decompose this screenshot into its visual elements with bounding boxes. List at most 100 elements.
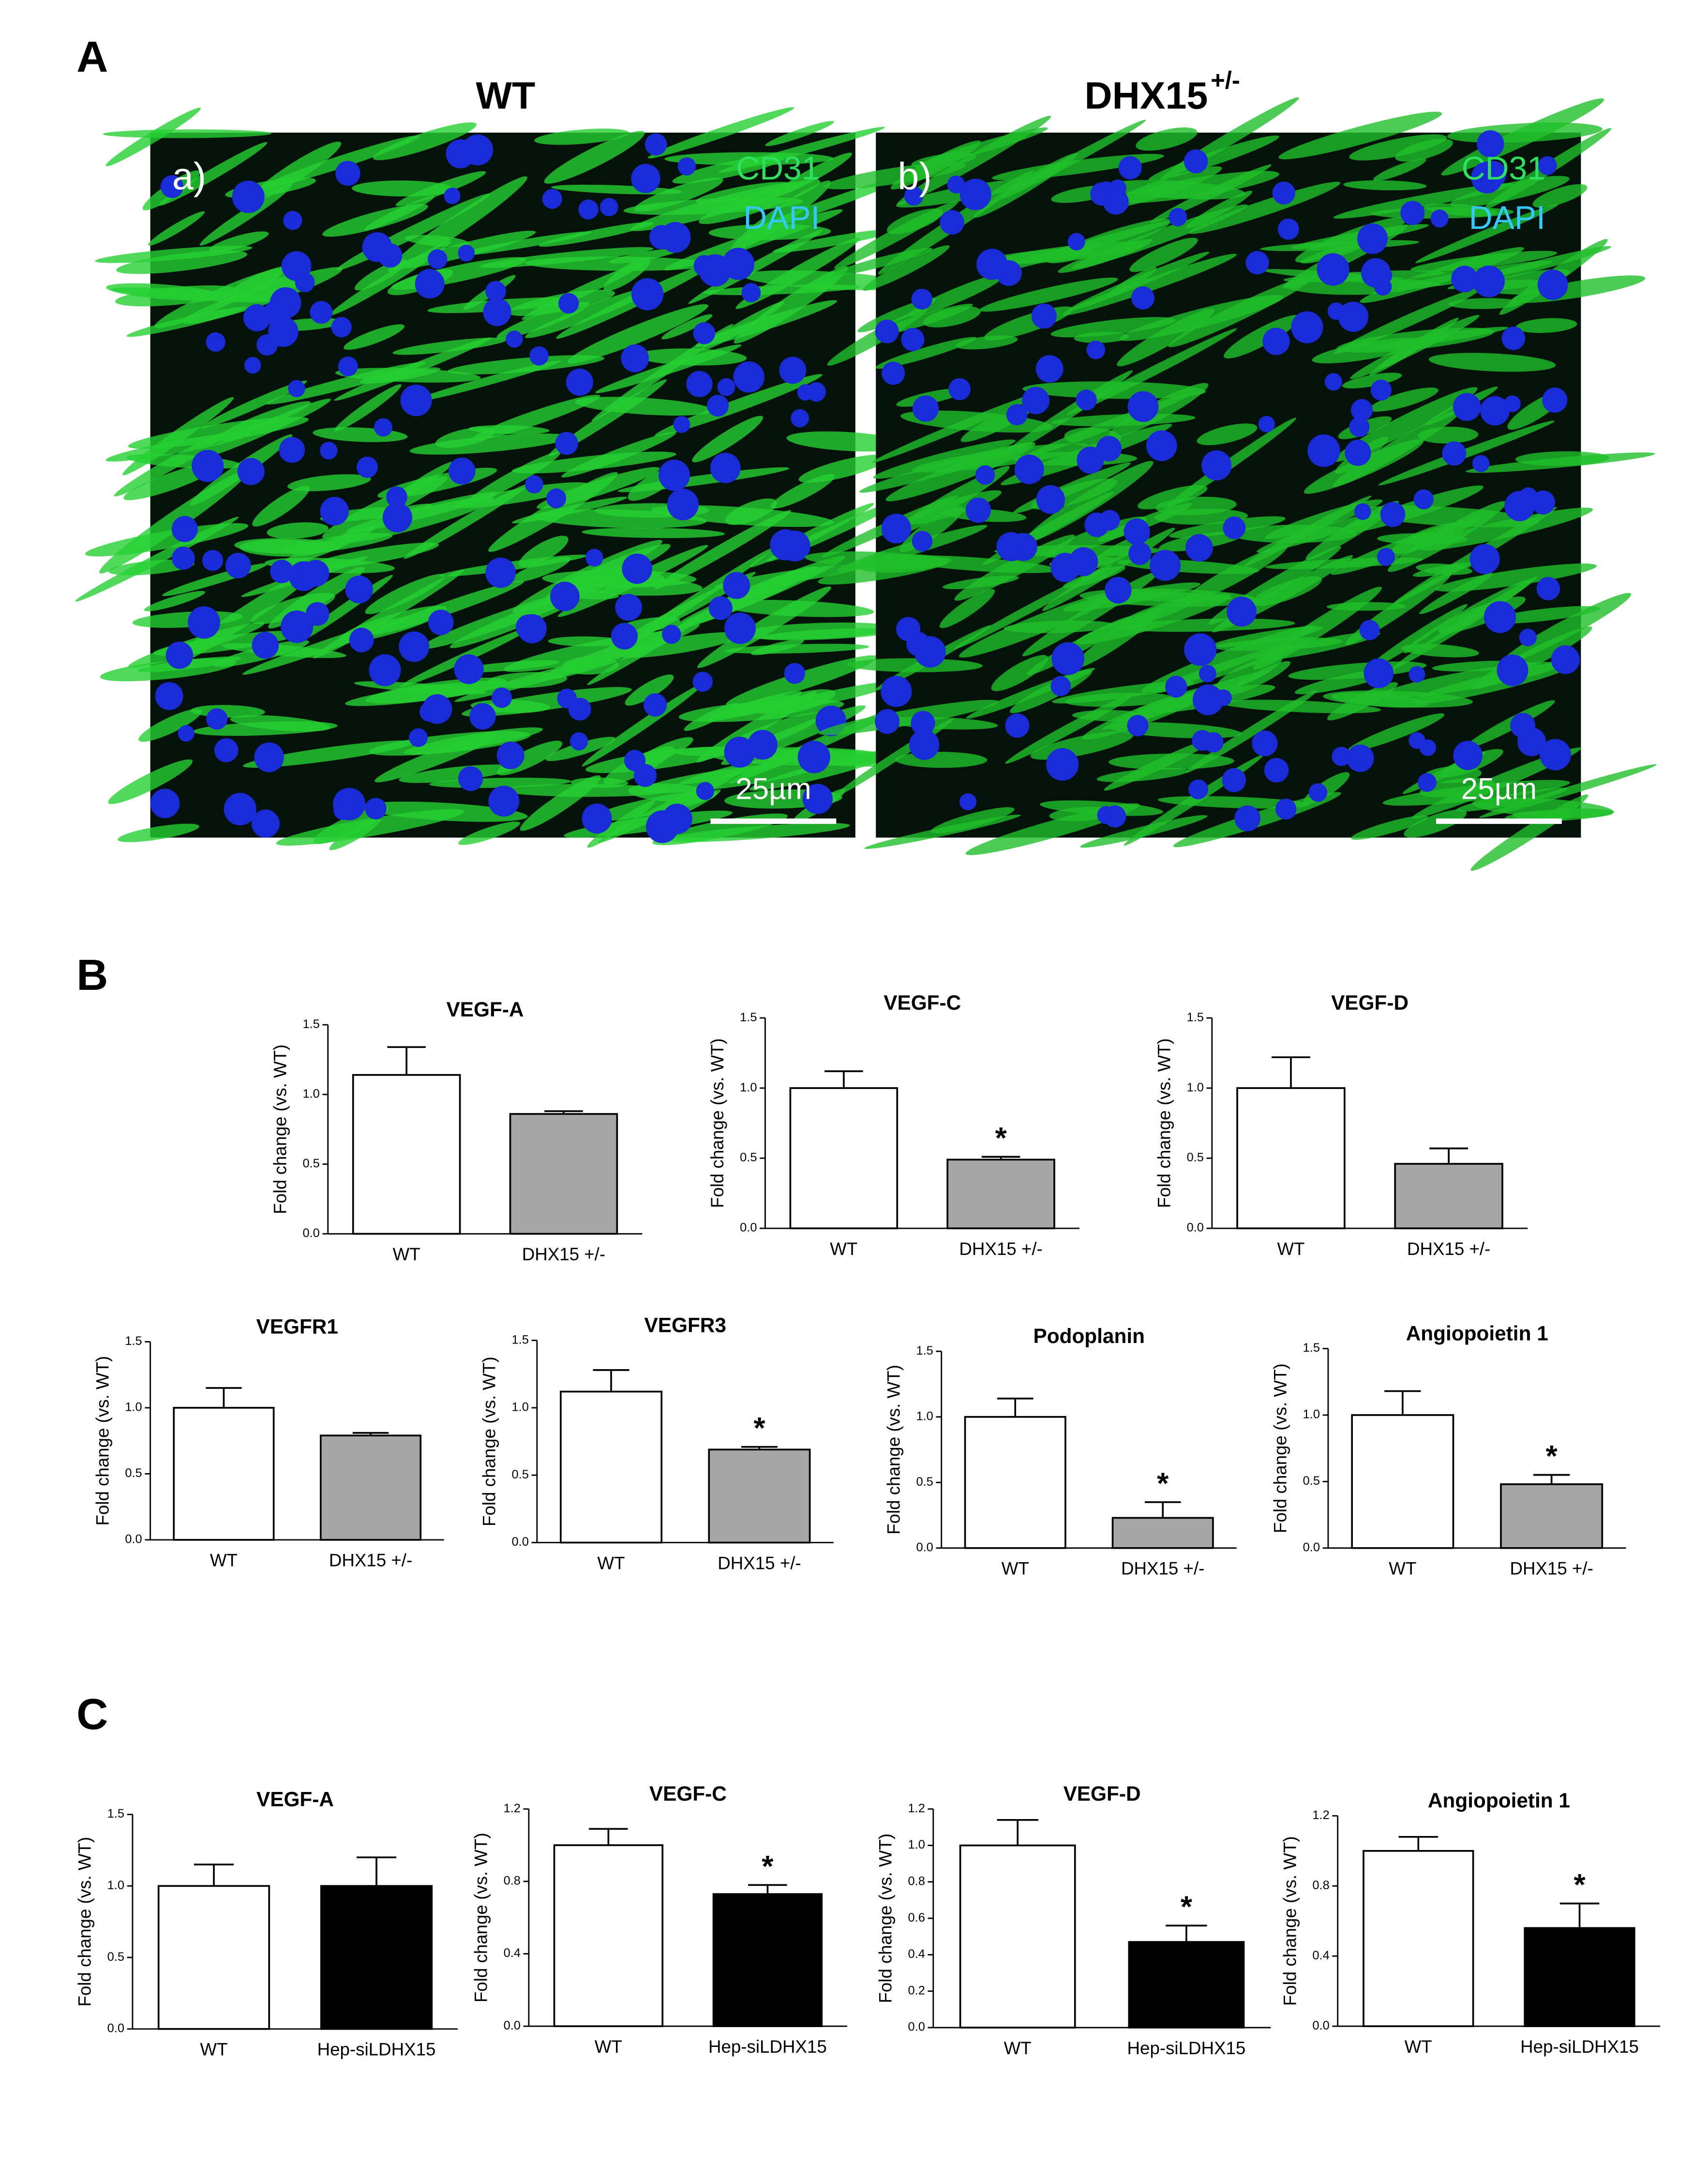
- panel-label: B: [76, 951, 108, 1000]
- nucleus: [723, 572, 750, 599]
- scale-bar-label: 25µm: [1461, 773, 1537, 806]
- column-title: WT: [476, 74, 535, 117]
- nucleus: [462, 134, 494, 165]
- nucleus: [427, 249, 448, 269]
- nucleus: [254, 742, 284, 773]
- vessel: [1278, 111, 1442, 160]
- x-tick-label: WT: [1004, 2038, 1032, 2058]
- vessel: [923, 306, 981, 328]
- nucleus: [1150, 550, 1181, 581]
- vessel: [1024, 461, 1154, 543]
- vessel: [1448, 298, 1522, 309]
- stain-label: DAPI: [1469, 200, 1545, 236]
- significance: *: [1181, 1891, 1193, 1924]
- panel-label: C: [76, 1690, 108, 1739]
- vessel: [1074, 606, 1163, 669]
- nucleus: [1086, 340, 1106, 359]
- vessel: [715, 564, 865, 589]
- nucleus: [806, 382, 826, 402]
- y-tick-label: 0.5: [916, 1475, 933, 1489]
- vessel: [354, 259, 407, 291]
- vessel: [655, 374, 823, 436]
- x-tick-label: DHX15 +/-: [959, 1239, 1042, 1259]
- vessel: [1063, 566, 1126, 589]
- nucleus: [283, 210, 302, 230]
- vessel: [201, 380, 307, 429]
- x-tick-label: WT: [200, 2040, 227, 2060]
- nucleus: [1363, 658, 1394, 688]
- chart-title: VEGF-C: [884, 991, 961, 1014]
- vessel: [103, 129, 272, 138]
- nucleus: [1275, 798, 1297, 820]
- nucleus: [1146, 430, 1177, 462]
- vessel: [1428, 353, 1556, 372]
- bar: [1128, 1941, 1245, 2029]
- nucleus: [615, 594, 642, 621]
- vessel: [252, 486, 310, 527]
- vessel: [1312, 338, 1423, 364]
- vessel: [1217, 655, 1283, 689]
- vessel: [1252, 576, 1322, 606]
- nucleus: [1050, 676, 1071, 697]
- nucleus: [784, 663, 806, 684]
- nucleus: [1264, 758, 1289, 783]
- vessel: [1472, 797, 1614, 818]
- nucleus: [178, 725, 195, 742]
- vessel: [548, 636, 625, 647]
- nucleus: [1084, 512, 1109, 537]
- nucleus: [1022, 387, 1049, 415]
- vessel: [243, 740, 415, 768]
- nucleus: [1359, 620, 1380, 641]
- nucleus: [1185, 534, 1213, 562]
- y-tick-label: 1.5: [740, 1011, 757, 1024]
- nucleus: [959, 179, 991, 210]
- nucleus: [1223, 516, 1246, 539]
- vessel: [1532, 184, 1588, 208]
- vessel: [287, 474, 371, 492]
- vessel: [395, 171, 486, 207]
- y-axis-label: Fold change (vs. WT): [75, 1837, 95, 2007]
- nucleus: [295, 272, 315, 293]
- nucleus: [1131, 286, 1154, 310]
- nucleus: [356, 456, 378, 478]
- nucleus: [1291, 311, 1323, 343]
- nucleus: [320, 442, 338, 460]
- y-tick-label: 0.5: [740, 1151, 757, 1164]
- nucleus: [546, 488, 567, 508]
- nucleus: [1451, 266, 1478, 293]
- nucleus: [1272, 181, 1295, 205]
- vessel: [939, 589, 995, 628]
- vessel: [465, 451, 561, 505]
- vessel: [1211, 626, 1324, 647]
- nucleus: [483, 298, 511, 327]
- vessel: [982, 248, 1094, 265]
- vessel: [873, 439, 1016, 479]
- vessel: [872, 389, 1048, 463]
- nucleus: [244, 357, 261, 374]
- nucleus: [1188, 779, 1209, 800]
- chart-title: VEGF-C: [649, 1782, 727, 1805]
- vessel: [954, 535, 1075, 601]
- y-tick-label: 0.0: [504, 2019, 521, 2032]
- nucleus: [1199, 665, 1216, 683]
- vessel: [1224, 315, 1301, 359]
- nucleus: [631, 164, 660, 194]
- vessel: [992, 154, 1164, 180]
- y-tick-label: 0.0: [302, 1226, 319, 1240]
- nucleus: [488, 785, 520, 817]
- nucleus: [1014, 454, 1044, 484]
- nucleus: [686, 371, 713, 397]
- nucleus: [911, 288, 932, 310]
- vessel: [1465, 700, 1555, 749]
- nucleus: [1374, 278, 1392, 296]
- micrographs: a) CD31 DAPI 25µm b) CD31 DAPI 25µm: [75, 97, 1657, 871]
- vessel: [138, 708, 202, 742]
- nucleus: [1308, 783, 1328, 802]
- y-axis-label: Fold change (vs. WT): [884, 1365, 903, 1535]
- vessel: [824, 162, 966, 190]
- y-tick-label: 1.2: [1312, 1808, 1329, 1822]
- vessel: [592, 324, 734, 421]
- bar: [320, 1885, 433, 2030]
- vessel: [99, 469, 249, 574]
- nucleus: [1234, 805, 1260, 832]
